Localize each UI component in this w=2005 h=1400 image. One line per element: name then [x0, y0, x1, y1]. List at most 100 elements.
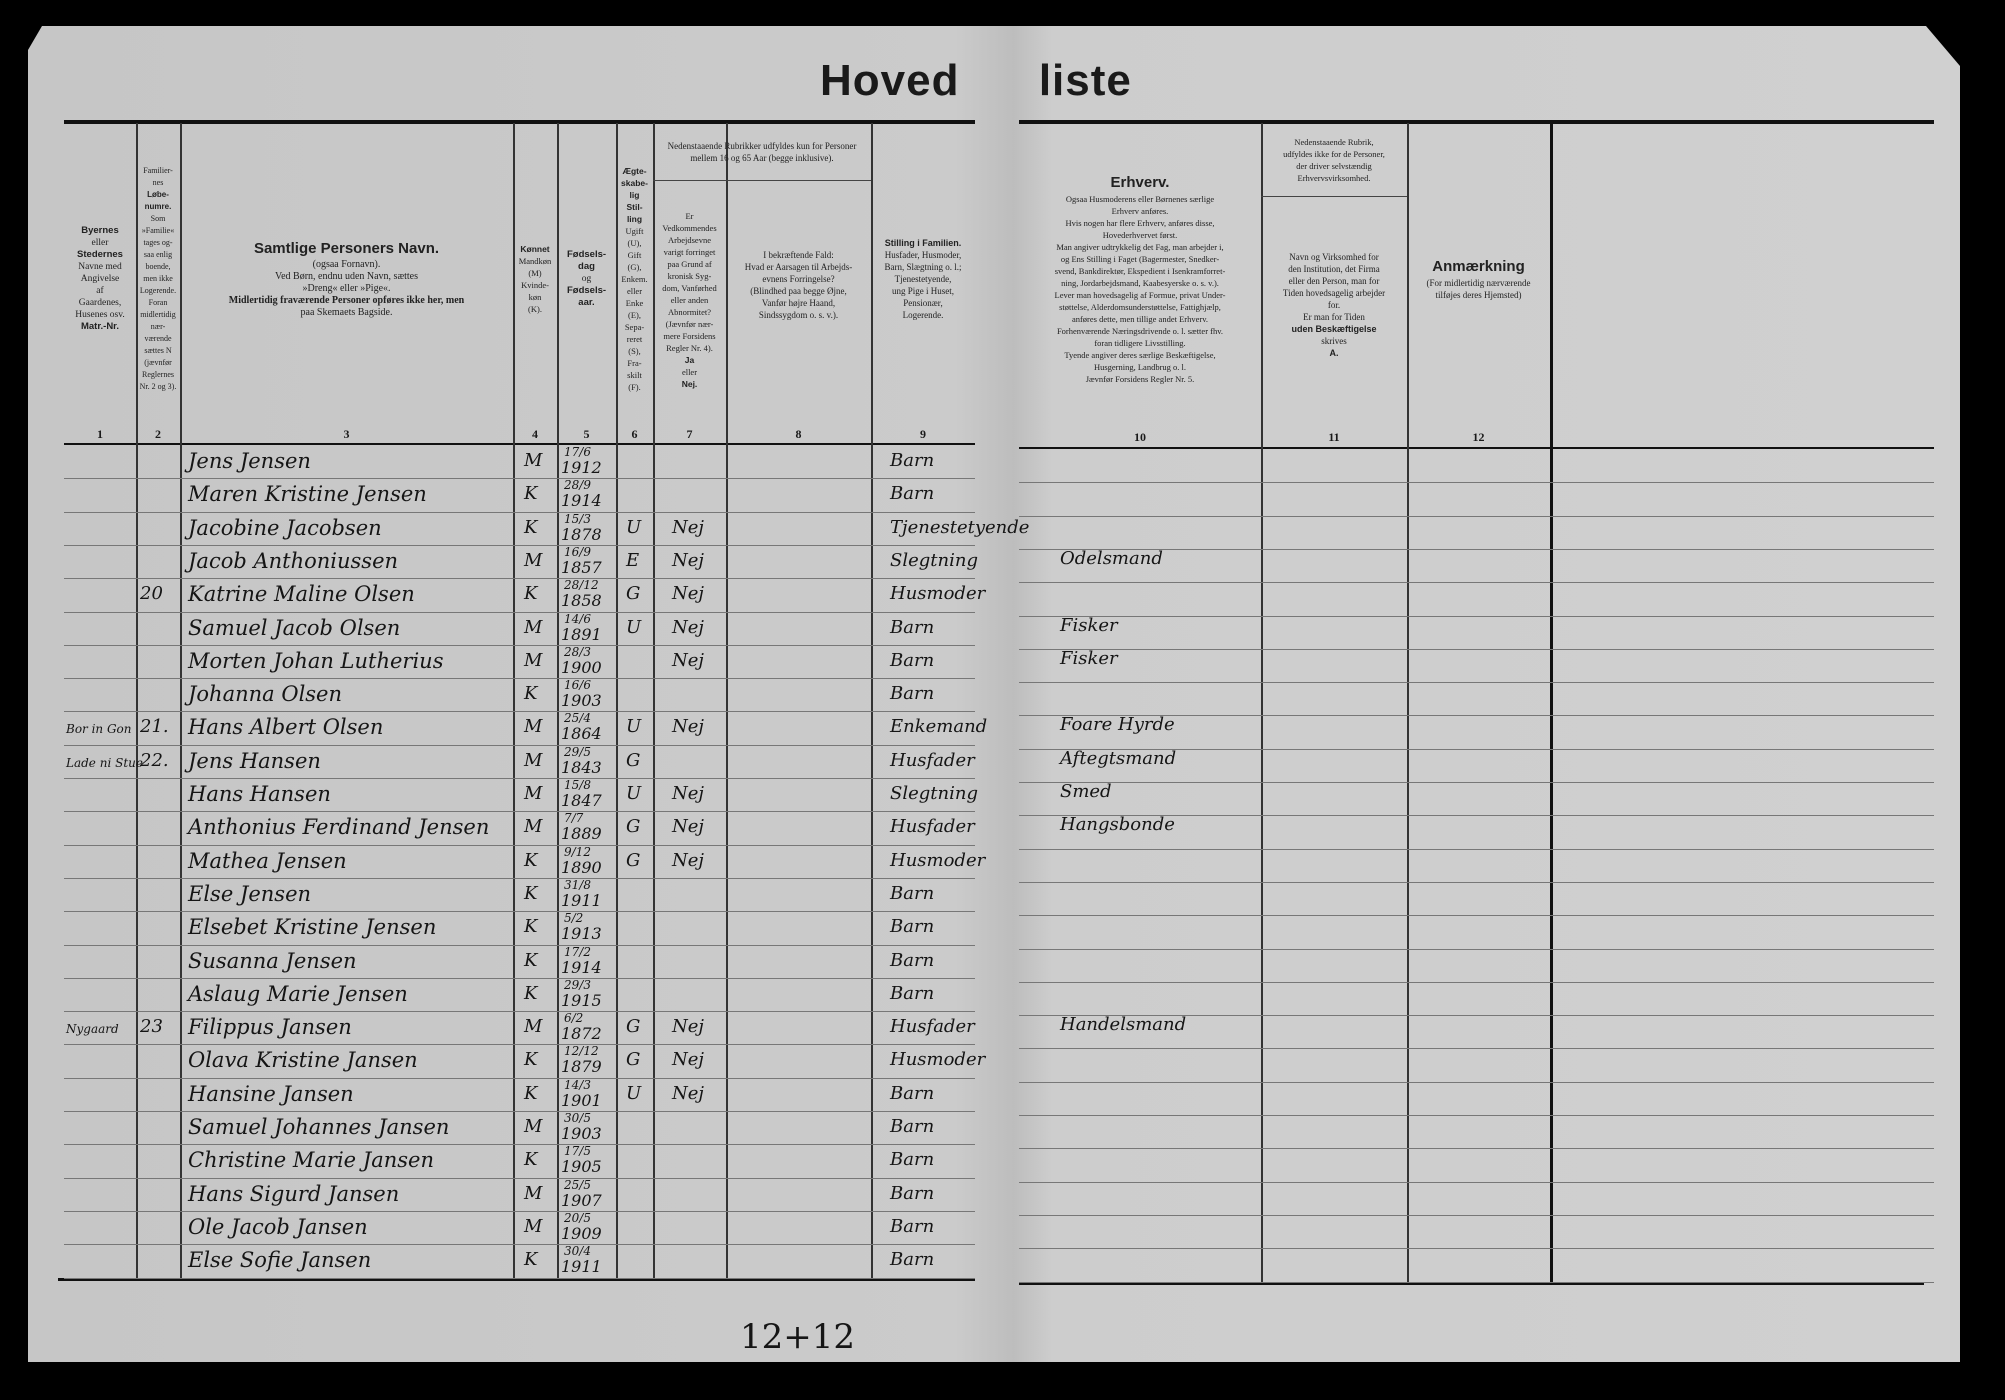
header-text: Lever man hovedsagelig af Formue, privat…	[1054, 290, 1226, 300]
header-text: dag	[578, 261, 595, 272]
header-text: og Ens Stilling i Faget (Bagermester, Sn…	[1060, 254, 1220, 264]
sex-cell: K	[524, 1049, 538, 1071]
header-text: sættes N	[144, 346, 172, 355]
family-position-cell: Barn	[890, 1182, 935, 1204]
birth-day-cell: 12/12	[564, 1044, 599, 1059]
work-ability-cell: Nej	[672, 549, 704, 571]
place-cell: Nygaard	[66, 1022, 119, 1037]
sex-cell: M	[524, 1215, 543, 1237]
marital-status-cell: U	[626, 1082, 642, 1104]
header-text: eller	[91, 238, 109, 248]
birth-day-cell: 17/5	[564, 1144, 591, 1159]
birth-year-cell: 1913	[561, 924, 602, 944]
header-text: paa Skemaets Bagside.	[300, 307, 393, 318]
header-text: anføres dette, men tillige andet Erhverv…	[1071, 314, 1209, 324]
row-line-right	[1019, 1081, 1934, 1083]
name-cell: Maren Kristine Jensen	[188, 482, 427, 507]
header-text: (E),	[628, 310, 641, 320]
sex-cell: K	[524, 683, 538, 705]
table-bottom-rule-right	[1019, 1281, 1924, 1285]
header-text: Enke	[625, 298, 644, 308]
birth-year-cell: 1914	[561, 957, 602, 977]
header-text: Gift	[627, 250, 642, 260]
row-line-left	[64, 644, 975, 646]
work-ability-cell: Nej	[672, 849, 704, 871]
birth-day-cell: 5/2	[564, 911, 584, 926]
birth-day-cell: 25/4	[564, 711, 591, 726]
header-text: Fødsels-	[566, 249, 607, 260]
header-text: Foran	[148, 298, 168, 307]
header-text: udfyldes ikke for de Personer,	[1283, 149, 1385, 159]
header-col9-family-position: Stilling i Familien. Husfader, Husmoder, B…	[871, 129, 975, 429]
header-text: (ogsaa Fornavn).	[312, 259, 381, 270]
header-text: Erhverv anføres.	[1111, 206, 1169, 216]
column-number: 2	[155, 427, 161, 441]
sex-cell: M	[524, 716, 543, 738]
row-line-left	[64, 478, 975, 480]
birth-day-cell: 29/5	[564, 744, 591, 759]
birth-year-cell: 1915	[561, 990, 602, 1010]
birth-day-cell: 6/2	[564, 1011, 584, 1026]
family-position-cell: Barn	[890, 916, 935, 938]
birth-year-cell: 1903	[561, 1124, 602, 1143]
header-text: Navne med	[78, 262, 122, 272]
row-line-right	[1019, 782, 1934, 783]
header-text: (F).	[628, 382, 641, 392]
sex-cell: K	[524, 949, 538, 971]
birth-year-cell: 1912	[561, 458, 602, 477]
name-cell: Hans Sigurd Jansen	[188, 1181, 400, 1206]
family-position-cell: Husfader	[890, 1016, 975, 1038]
header-text: støttelse, Alderdomsunderstøttelse, Fatt…	[1059, 302, 1221, 312]
row-line-right	[1019, 1015, 1934, 1017]
birth-day-cell: 16/6	[564, 678, 591, 693]
name-cell: Hans Albert Olsen	[188, 715, 384, 740]
birth-year-cell: 1900	[561, 657, 602, 677]
column-divider	[653, 123, 655, 1278]
sex-cell: M	[524, 1016, 543, 1038]
work-ability-cell: Nej	[672, 816, 704, 838]
row-line-left	[64, 1177, 975, 1179]
header-text: Nr. 2 og 3).	[139, 382, 177, 391]
header-text: midlertidig	[140, 310, 176, 319]
header-text: Enkem.	[621, 274, 648, 284]
header-text: Ja	[684, 355, 695, 365]
header-text: Vedkommendes	[662, 223, 717, 233]
header-text: »Familie«	[141, 226, 175, 235]
family-position-cell: Barn	[890, 949, 935, 971]
header-text: tilføjes deres Hjemsted)	[1435, 290, 1522, 300]
header-text: Forhenværende Næringsdrivende o. l. sætt…	[1056, 326, 1224, 336]
header-text: saa enlig	[143, 250, 173, 259]
header-col6-marital: Ægte-skabe-lig Stil-ling Ugift (U), Gift (G),…	[616, 129, 653, 429]
column-divider	[136, 123, 138, 1278]
name-cell: Else Sofie Jansen	[188, 1248, 372, 1273]
column-number: 12	[1472, 430, 1485, 444]
row-line-left	[64, 711, 975, 713]
header-text: tages og-	[143, 238, 173, 247]
header-col11-note: Nedenstaaende Rubrik, udfyldes ikke for d…	[1261, 125, 1407, 195]
column-number: 10	[1134, 430, 1146, 444]
header-text: boende,	[145, 262, 171, 271]
birth-day-cell: 29/3	[564, 977, 591, 992]
header-text: Hvis nogen har flere Erhverv, anføres di…	[1065, 218, 1215, 228]
header-text: Tiden hovedsagelig arbejder	[1282, 288, 1386, 298]
header-text: Nedenstaaende Rubrik,	[1294, 137, 1374, 147]
name-cell: Samuel Johannes Jansen	[188, 1115, 450, 1139]
work-ability-cell: Nej	[672, 516, 704, 538]
column-number: 7	[686, 427, 693, 441]
header-text: nes	[152, 178, 164, 187]
birth-year-cell: 1907	[561, 1190, 602, 1210]
name-cell: Else Jensen	[188, 881, 312, 906]
header-text: Ugift	[625, 226, 644, 236]
column-number: 3	[343, 427, 350, 441]
column-divider	[1407, 123, 1409, 1282]
header-col10-occupation: Erhverv. Ogsaa Husmoderens eller Børnenes…	[1019, 129, 1261, 429]
column-number: 8	[795, 427, 802, 441]
header-text: den Institution, det Firma	[1288, 264, 1380, 274]
birth-day-cell: 30/4	[564, 1244, 591, 1259]
sex-cell: K	[524, 516, 538, 538]
row-line-left	[64, 911, 975, 913]
row-line-left	[64, 977, 975, 979]
header-text: og	[581, 274, 592, 284]
header-text: Ægte-	[622, 166, 647, 176]
row-line-left	[64, 1011, 975, 1013]
